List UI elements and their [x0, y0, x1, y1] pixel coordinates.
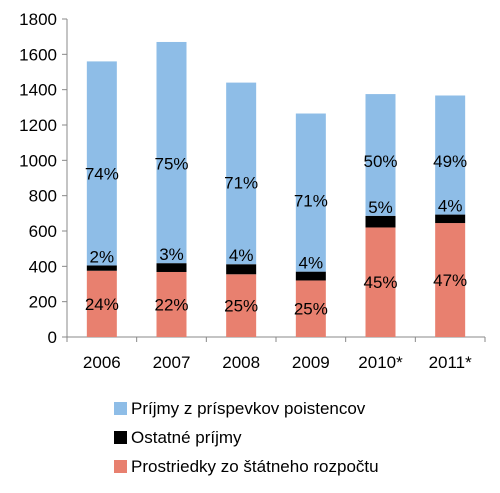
data-label: 71%: [294, 191, 328, 210]
y-tick-label: 1600: [19, 45, 57, 64]
data-label: 49%: [433, 152, 467, 171]
legend-label: Prostriedky zo štátneho rozpočtu: [131, 457, 379, 476]
bar-segment: [86, 265, 117, 271]
y-tick-label: 200: [29, 293, 57, 312]
y-tick-label: 400: [29, 257, 57, 276]
bars: [86, 41, 466, 337]
bar-segment: [226, 264, 257, 275]
data-label: 45%: [363, 273, 397, 292]
data-label: 22%: [154, 295, 188, 314]
y-tick-label: 800: [29, 187, 57, 206]
data-labels: 24% 2% 74% 22% 3% 75% 25% 4% 71% 25% 4% 71% 45% 5% 50%…: [85, 152, 467, 319]
x-axis: 2006 2007 2008 2009 2010* 2011*: [66, 336, 486, 372]
data-label: 3%: [159, 245, 184, 264]
bar-segment: [86, 61, 117, 266]
bar-segment: [86, 270, 117, 337]
x-tick-label: 2006: [83, 353, 121, 372]
data-label: 25%: [224, 297, 258, 316]
legend-swatch: [114, 460, 127, 473]
bar-segment: [365, 227, 396, 337]
data-label: 74%: [85, 165, 119, 184]
y-tick-label: 1400: [19, 81, 57, 100]
bar-segment: [156, 41, 187, 264]
bar-segment: [435, 214, 466, 224]
data-label: 2%: [90, 247, 115, 266]
bar-segment: [365, 94, 396, 216]
legend: Príjmy z príspevkov poistencov Ostatné pr…: [114, 399, 379, 476]
bar-segment: [295, 113, 326, 272]
data-label: 75%: [154, 155, 188, 174]
legend-swatch: [114, 402, 127, 415]
x-tick-label: 2011*: [429, 353, 473, 372]
bar-segment: [435, 223, 466, 337]
bar-segment: [226, 82, 257, 265]
data-label: 4%: [229, 246, 254, 265]
y-tick-label: 600: [29, 222, 57, 241]
bar-segment: [295, 271, 326, 281]
x-tick-label: 2009: [292, 353, 330, 372]
y-tick-label: 1200: [19, 116, 57, 135]
bar-segment: [365, 215, 396, 228]
data-label: 47%: [433, 271, 467, 290]
x-tick-label: 2007: [153, 353, 191, 372]
y-axis: 0 200 400 600 800 1000 1200 1400 1600 1800: [19, 10, 68, 347]
data-label: 25%: [294, 300, 328, 319]
bar-segment: [226, 274, 257, 337]
bar-segment: [156, 263, 187, 272]
y-tick-label: 0: [48, 328, 57, 347]
data-label: 71%: [224, 173, 258, 192]
legend-label: Ostatné príjmy: [131, 428, 242, 447]
x-tick-label: 2010*: [358, 353, 403, 372]
data-label: 5%: [368, 198, 393, 217]
bar-segment: [156, 271, 187, 337]
y-tick-label: 1000: [19, 151, 57, 170]
data-label: 4%: [438, 197, 463, 216]
bar-segment: [295, 280, 326, 337]
bar-segment: [435, 95, 466, 215]
data-label: 50%: [363, 152, 397, 171]
x-tick-label: 2008: [222, 353, 260, 372]
data-label: 4%: [299, 254, 324, 273]
data-label: 24%: [85, 295, 119, 314]
legend-swatch: [114, 431, 127, 444]
legend-label: Príjmy z príspevkov poistencov: [131, 399, 366, 418]
y-tick-label: 1800: [19, 10, 57, 29]
